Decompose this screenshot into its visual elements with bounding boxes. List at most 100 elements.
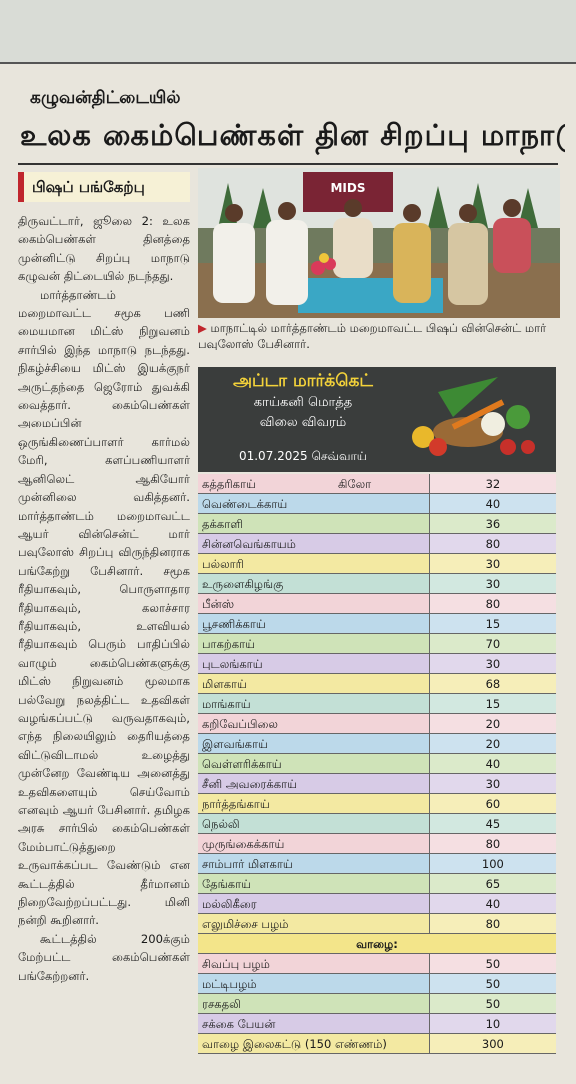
price-row: மல்லிகீரை 40 (198, 894, 556, 914)
item-price: 36 (428, 514, 556, 533)
price-row: பாகற்காய் 70 (198, 634, 556, 654)
item-price: 15 (428, 614, 556, 633)
item-price: 30 (428, 554, 556, 573)
item-name: கறிவேப்பிலை (202, 717, 278, 731)
item-price: 40 (428, 894, 556, 913)
price-row: சக்கை பேயன் 10 (198, 1014, 556, 1034)
item-price: 80 (428, 594, 556, 613)
item-name: இளவங்காய் (202, 737, 268, 751)
item-name: பூசணிக்காய் (202, 617, 266, 631)
paragraph: மார்த்தாண்டம் மறைமாவட்ட சமூக பணி மையமான … (18, 287, 190, 928)
market-title: அப்டா மார்க்கெட் (233, 371, 373, 391)
section-label: வாழை: (356, 937, 398, 951)
paragraph: கூட்டத்தில் 200க்கும் மேற்பட்ட கைம்பெண்க… (18, 931, 190, 983)
item-price: 20 (428, 734, 556, 753)
subhead: பிஷப் பங்கேற்பு (18, 172, 190, 202)
price-row: பூசணிக்காய் 15 (198, 614, 556, 634)
price-row: வெண்டைக்காய் 40 (198, 494, 556, 514)
item-price: 80 (428, 534, 556, 553)
item-name: மட்டிபழம் (202, 977, 257, 991)
item-price: 32 (428, 474, 556, 493)
price-row: புடலங்காய் 30 (198, 654, 556, 674)
price-row: வெள்ளரிக்காய் 40 (198, 754, 556, 774)
item-price: 45 (428, 814, 556, 833)
price-row: ரசகதலி 50 (198, 994, 556, 1014)
item-price: 10 (428, 1014, 556, 1033)
item-name: மிளகாய் (202, 677, 247, 691)
kicker: கழுவன்திட்டையில் (30, 88, 181, 108)
item-price: 15 (428, 694, 556, 713)
price-row: சீனி அவரைக்காய் 30 (198, 774, 556, 794)
price-row: முருங்கைக்காய் 80 (198, 834, 556, 854)
item-name: உருளைகிழங்கு (202, 577, 284, 591)
item-name: எலுமிச்சை பழம் (202, 917, 289, 931)
item-price: 300 (428, 1034, 556, 1053)
price-row: சாம்பார் மிளகாய் 100 (198, 854, 556, 874)
caption-text: மாநாட்டில் மார்த்தாண்டம் மறைமாவட்ட பிஷப்… (198, 321, 547, 351)
price-row: இளவங்காய் 20 (198, 734, 556, 754)
item-name: வெள்ளரிக்காய் (202, 757, 282, 771)
item-name: சின்னவெங்காயம் (202, 537, 296, 551)
item-name: சீனி அவரைக்காய் (202, 777, 297, 791)
price-row: வாழை: (198, 934, 556, 954)
item-name: ரசகதலி (202, 997, 241, 1011)
item-price: 40 (428, 494, 556, 513)
item-name: பாகற்காய் (202, 637, 255, 651)
item-name: மாங்காய் (202, 697, 251, 711)
market-subtitle: காய்கனி மொத்த (253, 395, 353, 410)
item-price: 60 (428, 794, 556, 813)
item-name: தேங்காய் (202, 877, 251, 891)
paragraph: திருவட்டார், ஜூலை 2: உலக கைம்பெண்கள் தின… (18, 214, 190, 284)
item-price: 100 (428, 854, 556, 873)
photo-caption: ▶ மாநாட்டில் மார்த்தாண்டம் மறைமாவட்ட பிஷ… (198, 320, 560, 352)
price-row: உருளைகிழங்கு 30 (198, 574, 556, 594)
price-row: எலுமிச்சை பழம் 80 (198, 914, 556, 934)
item-price: 30 (428, 574, 556, 593)
price-row: கறிவேப்பிலை 20 (198, 714, 556, 734)
item-name: புடலங்காய் (202, 657, 263, 671)
item-price: 50 (428, 974, 556, 993)
price-row: பீன்ஸ் 80 (198, 594, 556, 614)
price-row: கத்தரிகாய் கிலோ 32 (198, 474, 556, 494)
vegetable-art (412, 377, 535, 456)
item-name: நார்த்தங்காய் (202, 797, 270, 811)
article-body: திருவட்டார், ஜூலை 2: உலக கைம்பெண்கள் தின… (18, 212, 190, 1074)
item-name: பல்லாரி (202, 557, 244, 571)
item-name: மல்லிகீரை (202, 897, 257, 911)
item-name: நெல்லி (202, 817, 240, 831)
market-date: 01.07.2025 செவ்வாய் (238, 449, 368, 463)
price-row: தேங்காய் 65 (198, 874, 556, 894)
item-name: பீன்ஸ் (202, 597, 235, 611)
item-name: சாம்பார் மிளகாய் (202, 857, 293, 871)
price-table: கத்தரிகாய் கிலோ 32 வெண்டைக்காய் 40 தக்காளி 36 ச… (198, 474, 556, 1054)
price-row: தக்காளி 36 (198, 514, 556, 534)
item-price: 68 (428, 674, 556, 693)
item-name: வெண்டைக்காய் (202, 497, 288, 511)
market-box: அப்டா மார்க்கெட் காய்கனி மொத்த விலை விவர… (198, 367, 556, 472)
price-row: நெல்லி 45 (198, 814, 556, 834)
price-row: பல்லாரி 30 (198, 554, 556, 574)
item-price: 20 (428, 714, 556, 733)
price-row: மட்டிபழம் 50 (198, 974, 556, 994)
price-row: சிவப்பு பழம் 50 (198, 954, 556, 974)
headline: உலக கைம்பெண்கள் தின சிறப்பு மாநாடு (20, 118, 565, 152)
rule (18, 163, 558, 165)
photo: MIDS (198, 168, 560, 318)
market-subtitle: விலை விவரம் (259, 415, 347, 430)
item-name: சக்கை பேயன் (202, 1017, 276, 1031)
item-price: 80 (428, 834, 556, 853)
top-band (0, 0, 576, 64)
banner-text: MIDS (330, 181, 365, 195)
price-row: வாழை இலைகட்டு (150 எண்ணம்) 300 (198, 1034, 556, 1054)
caption-marker: ▶ (198, 321, 211, 335)
item-name: தக்காளி (202, 517, 243, 531)
price-row: மாங்காய் 15 (198, 694, 556, 714)
item-price: 80 (428, 914, 556, 933)
item-name: கத்தரிகாய் கிலோ (198, 474, 429, 493)
item-name: வாழை இலைகட்டு (150 எண்ணம்) (202, 1037, 387, 1051)
item-name: சிவப்பு பழம் (202, 957, 270, 971)
item-price: 70 (428, 634, 556, 653)
item-name: முருங்கைக்காய் (202, 837, 285, 851)
item-price: 30 (428, 774, 556, 793)
